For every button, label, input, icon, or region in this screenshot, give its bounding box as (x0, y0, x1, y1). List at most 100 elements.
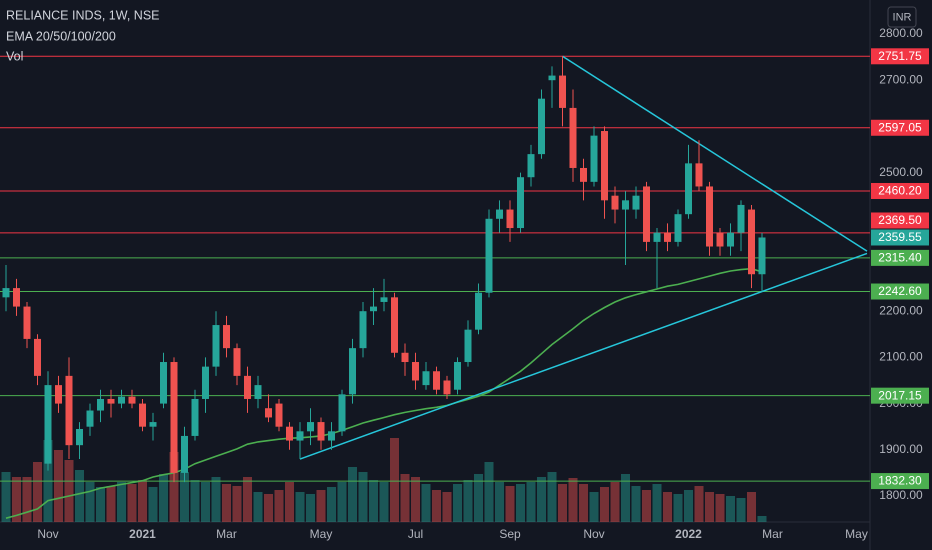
candle-body (86, 410, 94, 427)
level-label: 2597.05 (878, 120, 922, 134)
candle-body (727, 232, 734, 247)
candle-body (391, 297, 398, 353)
level-label-box (871, 48, 929, 65)
volume-bar (127, 484, 137, 522)
candle-body (244, 375, 251, 399)
volume-bar (369, 480, 378, 522)
volume-bar (169, 452, 179, 522)
volume-bar (463, 480, 473, 522)
volume-bar (337, 482, 347, 522)
candle-body (307, 422, 314, 432)
volume-bar (621, 474, 630, 522)
volume-bar (253, 492, 263, 522)
volume-bar (673, 494, 683, 522)
level-label: 1832.30 (878, 474, 922, 488)
candle-body (286, 426, 293, 441)
volume-bar (12, 477, 21, 522)
x-tick-label: May (310, 527, 333, 541)
candle-body (44, 385, 52, 464)
volume-bar (243, 477, 252, 522)
candle-body (422, 371, 430, 386)
volume-bar (211, 477, 221, 522)
volume-bar (432, 490, 441, 522)
level-label-box (871, 119, 929, 136)
x-tick-label: 2022 (675, 527, 702, 541)
x-tick-label: Nov (583, 527, 604, 541)
volume-bar (306, 494, 315, 522)
candle-body (170, 362, 178, 473)
volume-bar (400, 474, 410, 522)
candle-body (632, 195, 640, 210)
x-tick-label: Mar (216, 527, 237, 541)
candle-body (664, 232, 671, 242)
candle-body (580, 167, 587, 182)
volume-bar (579, 484, 588, 522)
indicator-label: Vol (6, 49, 23, 63)
y-tick-label: 2100.00 (879, 350, 923, 364)
volume-bar (726, 496, 735, 522)
candle-body (548, 75, 556, 81)
volume-bar (390, 438, 399, 522)
trendline (299, 252, 868, 460)
candle-body (160, 362, 167, 404)
volume-bar (358, 472, 368, 522)
currency-button[interactable] (887, 6, 917, 28)
volume-bar (652, 484, 662, 522)
candle-body (569, 107, 577, 168)
volume-bar (75, 470, 84, 522)
volume-bar (348, 467, 357, 522)
candle-body (2, 288, 10, 298)
header: RELIANCE INDS, 1W, NSE EMA 20/50/100/200… (6, 8, 160, 63)
candle-body (107, 398, 115, 404)
candle-body (464, 329, 472, 363)
candle-body (149, 422, 157, 427)
candle-body (380, 297, 388, 302)
y-tick-label: 1900.00 (879, 442, 923, 456)
currency-label[interactable]: INR (893, 11, 912, 23)
volume-bar (705, 492, 714, 522)
candle-body (265, 408, 272, 418)
volume-bar (85, 482, 95, 522)
level-label: 2751.75 (878, 49, 922, 63)
volume-bar (117, 482, 126, 522)
volume-bar (379, 482, 389, 522)
volume-bar (495, 482, 504, 522)
volume-bar (222, 484, 231, 522)
volume-bar (232, 486, 242, 522)
candle-body (716, 232, 724, 247)
candle-body (370, 306, 377, 312)
candle-body (181, 435, 188, 473)
candle-body (23, 306, 31, 339)
candle-body (13, 288, 20, 307)
volume-bar (505, 486, 515, 522)
last-price-label: 2359.55 (878, 230, 922, 244)
candle-body (559, 75, 566, 108)
volume-bar (453, 484, 462, 522)
volume-bar (285, 482, 294, 522)
trendline (562, 55, 868, 252)
candle-body (506, 209, 514, 229)
level-label-box (871, 182, 929, 199)
level-label-box (871, 473, 929, 490)
volume-bar (547, 472, 557, 522)
volume-bar (568, 478, 578, 522)
candle-body (538, 98, 545, 155)
volume-bar (537, 477, 546, 522)
volume-bar (138, 480, 147, 522)
candle-body (674, 214, 682, 242)
y-tick-label: 2700.00 (879, 72, 923, 86)
candle-body (653, 232, 661, 242)
candle-body (118, 396, 125, 404)
level-label-box (871, 249, 929, 266)
level-label-box (871, 283, 929, 300)
candle-body (412, 362, 419, 381)
candle-body (517, 177, 524, 229)
candle-body (97, 398, 104, 411)
candle-body (758, 237, 766, 275)
volume-bar (106, 486, 116, 522)
volume-bar (663, 492, 672, 522)
candle-body (527, 154, 535, 178)
volume-bar (54, 450, 63, 522)
candle-body (65, 375, 73, 446)
